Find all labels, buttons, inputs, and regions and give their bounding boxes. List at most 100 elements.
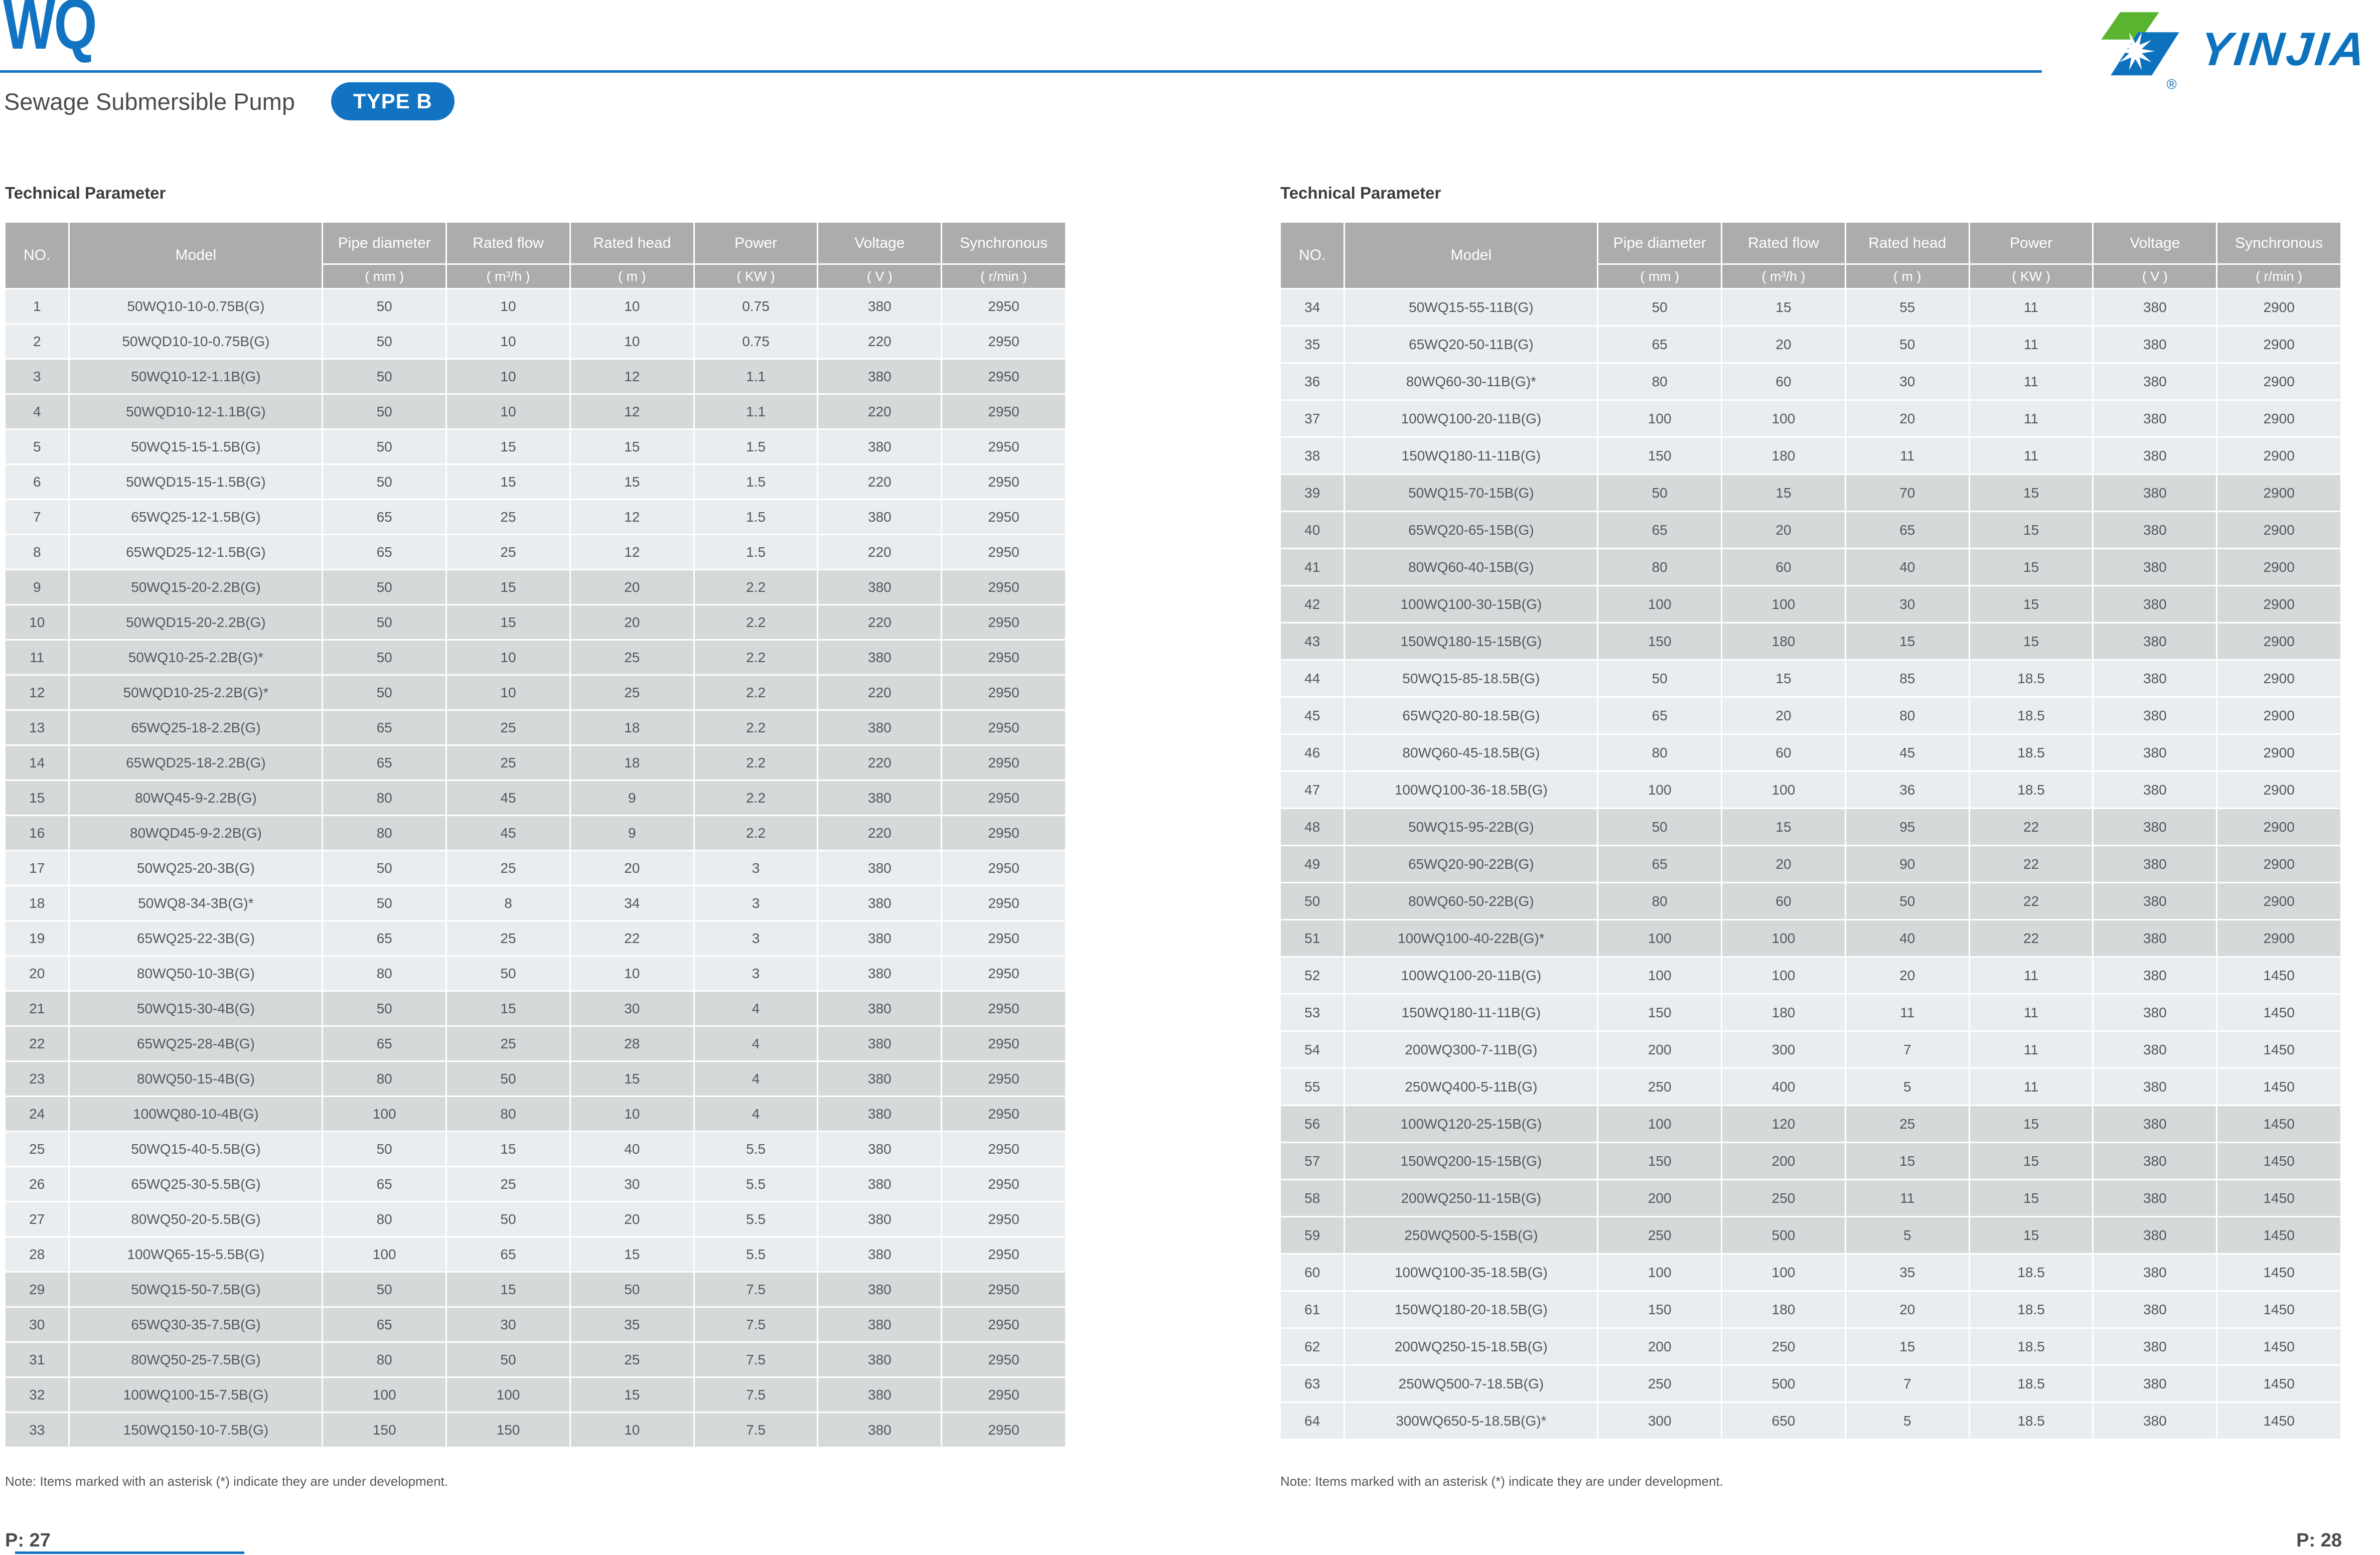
value-cell: 28 (570, 1027, 693, 1060)
table-row: 42 100WQ100-30-15B(G) 100 100 30 15 380 2900 (1281, 586, 2340, 622)
value-cell: 11 (1970, 401, 2093, 436)
row-number: 54 (1281, 1032, 1344, 1067)
value-cell: 50 (323, 886, 446, 920)
value-cell: 100 (1598, 401, 1721, 436)
value-cell: 100 (1722, 1255, 1845, 1290)
value-cell: 50 (1598, 809, 1721, 845)
value-cell: 2900 (2217, 586, 2340, 622)
value-cell: 10 (570, 289, 693, 323)
model-cell: 80WQ45-9-2.2B(G) (70, 781, 322, 815)
value-cell: 2.2 (694, 711, 817, 744)
value-cell: 45 (447, 816, 569, 850)
value-cell: 50 (323, 605, 446, 639)
value-cell: 120 (1722, 1106, 1845, 1142)
value-cell: 380 (818, 921, 941, 955)
unit-rmin: ( r/min ) (2217, 265, 2340, 288)
value-cell: 30 (1846, 586, 1969, 622)
value-cell: 2900 (2217, 289, 2340, 325)
value-cell: 40 (570, 1132, 693, 1166)
value-cell: 380 (2094, 920, 2216, 956)
value-cell: 2.2 (694, 570, 817, 604)
model-cell: 80WQ50-10-3B(G) (70, 957, 322, 990)
row-number: 13 (6, 711, 69, 744)
value-cell: 380 (2094, 1106, 2216, 1142)
value-cell: 50 (447, 1343, 569, 1376)
value-cell: 15 (447, 1273, 569, 1306)
row-number: 14 (6, 746, 69, 780)
series-title: WQ (3, 0, 97, 64)
value-cell: 50 (323, 641, 446, 674)
value-cell: 250 (1722, 1180, 1845, 1216)
table-row: 22 65WQ25-28-4B(G) 65 25 28 4 380 2950 (6, 1027, 1065, 1060)
row-number: 63 (1281, 1366, 1344, 1402)
value-cell: 100 (1722, 772, 1845, 808)
model-cell: 65WQ25-28-4B(G) (70, 1027, 322, 1060)
row-number: 34 (1281, 289, 1344, 325)
value-cell: 1450 (2217, 1180, 2340, 1216)
value-cell: 250 (1722, 1329, 1845, 1364)
value-cell: 2950 (942, 711, 1065, 744)
value-cell: 380 (818, 1027, 941, 1060)
value-cell: 15 (1970, 1106, 2093, 1142)
value-cell: 2900 (2217, 698, 2340, 733)
value-cell: 100 (1598, 1255, 1721, 1290)
value-cell: 85 (1846, 661, 1969, 696)
col-header-rated-head: Rated head (570, 223, 693, 263)
model-cell: 65WQ30-35-7.5B(G) (70, 1308, 322, 1341)
model-cell: 80WQ60-40-15B(G) (1345, 549, 1597, 585)
row-number: 46 (1281, 735, 1344, 770)
model-cell: 150WQ180-15-15B(G) (1345, 624, 1597, 659)
value-cell: 65 (323, 1027, 446, 1060)
model-cell: 50WQ8-34-3B(G)* (70, 886, 322, 920)
value-cell: 50 (1846, 327, 1969, 362)
value-cell: 2950 (942, 1097, 1065, 1131)
unit-m3h: ( m³/h ) (1722, 265, 1845, 288)
value-cell: 80 (447, 1097, 569, 1131)
product-subtitle: Sewage Submersible Pump (4, 88, 295, 115)
value-cell: 15 (1722, 661, 1845, 696)
value-cell: 380 (818, 1413, 941, 1447)
value-cell: 4 (694, 1027, 817, 1060)
table-row: 44 50WQ15-85-18.5B(G) 50 15 85 18.5 380 2900 (1281, 661, 2340, 696)
value-cell: 15 (447, 570, 569, 604)
model-cell: 50WQ25-20-3B(G) (70, 851, 322, 885)
model-cell: 65WQ20-65-15B(G) (1345, 512, 1597, 548)
row-number: 60 (1281, 1255, 1344, 1290)
model-cell: 50WQD10-10-0.75B(G) (70, 325, 322, 358)
row-number: 37 (1281, 401, 1344, 436)
row-number: 62 (1281, 1329, 1344, 1364)
value-cell: 20 (1846, 401, 1969, 436)
value-cell: 380 (2094, 364, 2216, 399)
model-cell: 100WQ80-10-4B(G) (70, 1097, 322, 1131)
unit-m: ( m ) (570, 265, 693, 288)
bottom-edge-rule (15, 1551, 244, 1554)
table-row: 18 50WQ8-34-3B(G)* 50 8 34 3 380 2950 (6, 886, 1065, 920)
value-cell: 25 (570, 1343, 693, 1376)
value-cell: 100 (323, 1097, 446, 1131)
value-cell: 50 (447, 1202, 569, 1236)
value-cell: 2.2 (694, 605, 817, 639)
table-row: 12 50WQD10-25-2.2B(G)* 50 10 25 2.2 220 2950 (6, 676, 1065, 709)
table-row: 38 150WQ180-11-11B(G) 150 180 11 11 380 2900 (1281, 438, 2340, 474)
value-cell: 22 (1970, 846, 2093, 882)
model-cell: 250WQ500-7-18.5B(G) (1345, 1366, 1597, 1402)
page-right-column: Technical Parameter NO. Model Pipe diame… (1279, 0, 2342, 1555)
value-cell: 380 (818, 711, 941, 744)
value-cell: 380 (818, 641, 941, 674)
value-cell: 15 (570, 465, 693, 499)
value-cell: 2950 (942, 360, 1065, 393)
value-cell: 25 (570, 641, 693, 674)
value-cell: 150 (1598, 624, 1721, 659)
row-number: 50 (1281, 883, 1344, 919)
value-cell: 50 (323, 430, 446, 463)
value-cell: 70 (1846, 475, 1969, 511)
value-cell: 15 (1846, 1143, 1969, 1179)
value-cell: 220 (818, 816, 941, 850)
value-cell: 15 (1970, 1180, 2093, 1216)
value-cell: 3 (694, 851, 817, 885)
table-row: 61 150WQ180-20-18.5B(G) 150 180 20 18.5 380 145… (1281, 1292, 2340, 1327)
value-cell: 80 (1598, 735, 1721, 770)
value-cell: 150 (1598, 438, 1721, 474)
value-cell: 380 (2094, 1032, 2216, 1067)
value-cell: 2.2 (694, 746, 817, 780)
